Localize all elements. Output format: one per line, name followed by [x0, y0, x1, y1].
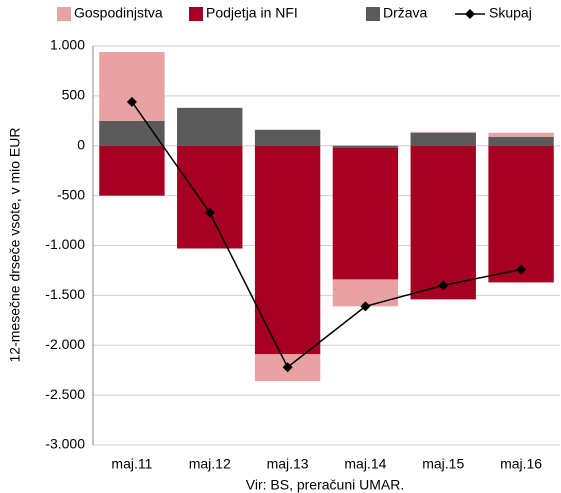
- x-tick-label: maj.11: [111, 456, 152, 472]
- y-tick-label: 500: [62, 87, 86, 103]
- legend-label: Skupaj: [489, 5, 532, 21]
- y-tick-label: -3.000: [45, 436, 85, 452]
- bar: [177, 107, 243, 146]
- x-tick-label: maj.12: [189, 456, 231, 472]
- y-tick-label: 1.000: [50, 37, 85, 53]
- source: Vir: BS, preračuni UMAR.: [246, 477, 404, 493]
- bar: [254, 145, 321, 355]
- legend-label: Podjetja in NFI: [206, 5, 298, 21]
- marker: [204, 207, 215, 218]
- bar: [410, 145, 476, 300]
- bar: [488, 136, 554, 146]
- bar: [488, 132, 554, 137]
- marker: [438, 280, 449, 291]
- x-tick-label: maj.16: [500, 456, 542, 472]
- y-tick-label: -1.000: [45, 236, 85, 252]
- bar: [488, 145, 554, 283]
- bar: [410, 132, 476, 146]
- y-axis-label: 12-mesečne drseče vsote, v mio EUR: [7, 128, 23, 363]
- x-tick-label: maj.14: [344, 456, 386, 472]
- bar: [99, 145, 165, 196]
- bar: [177, 145, 243, 249]
- y-tick-label: -2.500: [45, 386, 85, 402]
- bar: [332, 147, 399, 280]
- legend-label: Država: [383, 5, 428, 21]
- line: [131, 101, 522, 369]
- bar: [99, 51, 165, 121]
- legend-label: Gospodinjstva: [74, 5, 163, 21]
- legend-swatch: [189, 7, 203, 21]
- y-tick-label: 0: [77, 136, 85, 152]
- y-tick-label: -1.500: [45, 286, 85, 302]
- marker: [282, 362, 293, 373]
- bar: [254, 129, 321, 146]
- legend-marker: [465, 9, 475, 19]
- x-tick-label: maj.13: [267, 456, 309, 472]
- marker: [516, 264, 527, 275]
- legend-swatch: [57, 7, 71, 21]
- marker: [126, 96, 137, 107]
- x-tick-label: maj.15: [422, 456, 464, 472]
- bar: [410, 131, 476, 133]
- legend-swatch: [366, 7, 380, 21]
- bar: [332, 145, 399, 148]
- y-tick-label: -2.000: [45, 336, 85, 352]
- y-tick-label: -500: [57, 186, 85, 202]
- marker: [360, 301, 371, 312]
